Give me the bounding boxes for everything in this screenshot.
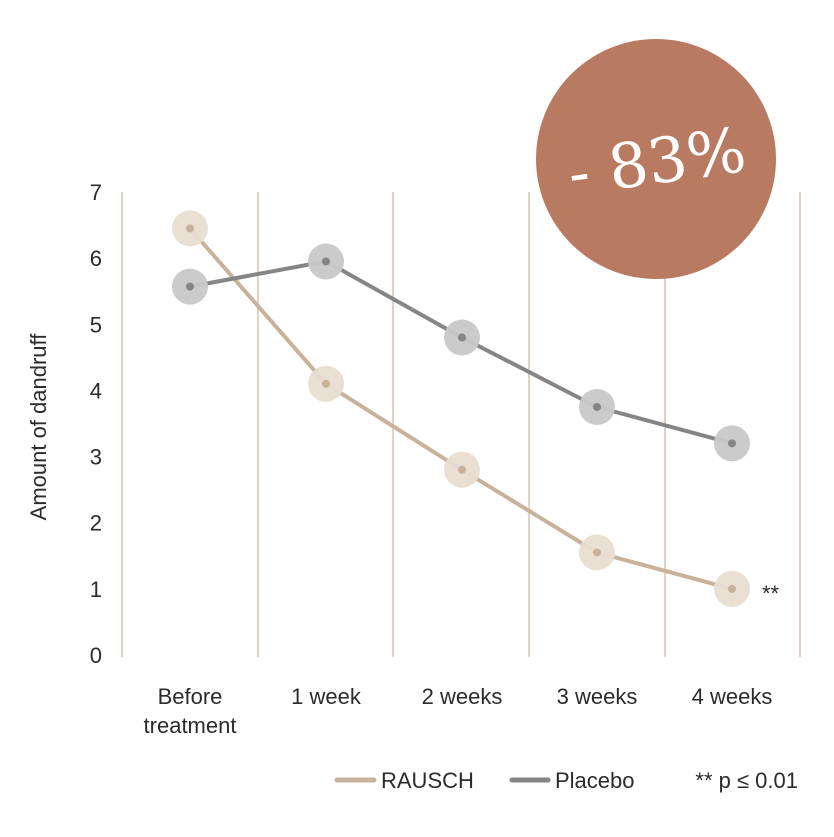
- y-tick-label: 5: [90, 312, 102, 337]
- y-tick-label: 2: [90, 511, 102, 536]
- x-tick-label: Before treatment: [144, 684, 237, 738]
- data-point-placebo: [714, 425, 750, 462]
- legend-label: Placebo: [555, 768, 635, 793]
- x-tick-label: 4 weeks: [692, 684, 773, 709]
- data-point-rausch: [714, 570, 750, 607]
- y-tick-label: 4: [90, 378, 102, 403]
- series-line-rausch: [188, 226, 734, 591]
- data-point-placebo: [172, 268, 208, 305]
- data-point-placebo: [308, 243, 344, 280]
- x-tick-label: 1 week: [291, 684, 362, 709]
- y-tick-label: 7: [90, 180, 102, 205]
- legend-item-placebo: Placebo: [509, 768, 635, 793]
- y-tick-label: 0: [90, 643, 102, 668]
- data-point-rausch: [172, 210, 208, 247]
- x-tick-label: 3 weeks: [557, 684, 638, 709]
- y-axis-title: Amount of dandruff: [26, 333, 51, 521]
- legend-item-rausch: RAUSCH: [334, 768, 474, 793]
- legend-label: RAUSCH: [381, 768, 474, 793]
- data-point-rausch: [444, 451, 480, 488]
- x-axis: Before treatment 1 week 2 weeks 3 weeks 4 wee…: [144, 684, 773, 738]
- badge-circle: [536, 39, 776, 279]
- reduction-badge: - 83%: [536, 39, 776, 279]
- y-axis: 0 1 2 3 4 5 6 7: [90, 180, 102, 668]
- data-point-rausch: [579, 534, 615, 571]
- data-point-placebo: [444, 319, 480, 356]
- series-layer: [172, 210, 750, 607]
- legend: RAUSCH Placebo ** p ≤ 0.01: [334, 768, 798, 793]
- y-tick-label: 3: [90, 445, 102, 470]
- y-tick-label: 6: [90, 246, 102, 271]
- data-point-rausch: [308, 365, 344, 402]
- x-tick-label: 2 weeks: [422, 684, 503, 709]
- legend-significance-note: ** p ≤ 0.01: [695, 768, 798, 793]
- y-tick-label: 1: [90, 577, 102, 602]
- significance-annotation: **: [762, 581, 780, 606]
- data-point-placebo: [579, 388, 615, 425]
